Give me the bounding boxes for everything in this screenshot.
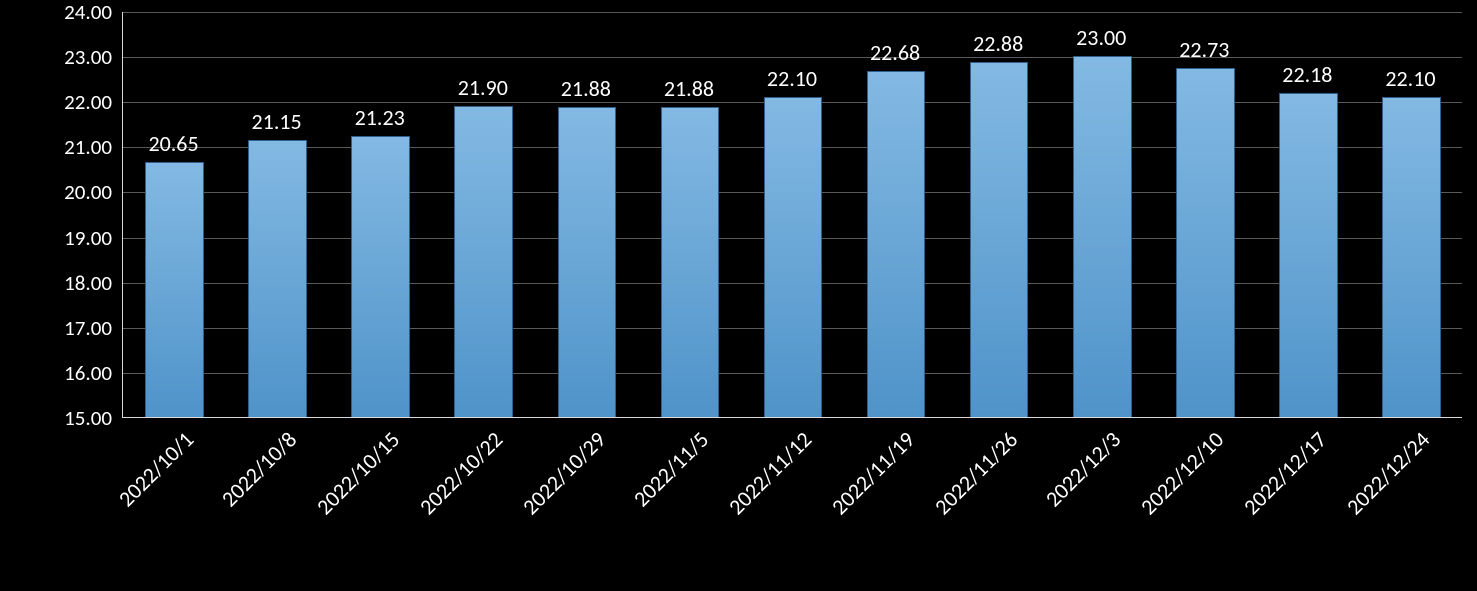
bar — [454, 106, 513, 418]
bar-value-label: 20.65 — [148, 130, 198, 157]
bar — [1073, 56, 1132, 418]
bar-value-label: 22.68 — [870, 39, 920, 66]
x-axis-line — [122, 417, 1462, 418]
bar-value-label: 21.88 — [664, 75, 714, 102]
bar-value-label: 22.10 — [767, 65, 817, 92]
bar — [1382, 97, 1441, 418]
bar — [351, 136, 410, 418]
bar — [970, 62, 1029, 418]
x-tick-label: 2022/12/3 — [1040, 426, 1126, 512]
bar — [764, 97, 823, 418]
y-axis-line — [122, 12, 123, 418]
y-tick-label: 18.00 — [64, 270, 112, 296]
x-tick-label: 2022/10/1 — [112, 426, 198, 512]
y-tick-label: 24.00 — [64, 0, 112, 25]
y-tick-label: 22.00 — [64, 89, 112, 115]
y-tick-label: 19.00 — [64, 225, 112, 251]
x-tick-label: 2022/10/29 — [517, 426, 611, 520]
x-tick-label: 2022/11/19 — [826, 426, 920, 520]
bar-value-label: 21.23 — [355, 104, 405, 131]
bar — [248, 140, 307, 418]
y-tick-label: 21.00 — [64, 134, 112, 160]
x-tick-label: 2022/11/5 — [628, 426, 714, 512]
bar — [867, 71, 926, 418]
bar-value-label: 22.10 — [1385, 65, 1435, 92]
bar — [1176, 68, 1235, 418]
x-tick-label: 2022/12/24 — [1341, 426, 1435, 520]
x-tick-label: 2022/11/12 — [723, 426, 817, 520]
bar — [1279, 93, 1338, 418]
y-tick-label: 17.00 — [64, 315, 112, 341]
x-tick-label: 2022/10/8 — [215, 426, 301, 512]
bar — [145, 162, 204, 418]
bar-value-label: 23.00 — [1076, 24, 1126, 51]
bar-chart: 15.00 16.00 17.00 18.00 19.00 20.00 21.00 22.00… — [0, 0, 1477, 591]
x-tick-label: 2022/11/26 — [929, 426, 1023, 520]
y-tick-label: 23.00 — [64, 44, 112, 70]
plot-area: 20.65 21.15 21.23 21.90 21.88 21.88 22.10 22.68… — [122, 12, 1462, 418]
y-tick-label: 20.00 — [64, 179, 112, 205]
x-tick-label: 2022/12/10 — [1135, 426, 1229, 520]
x-axis-labels: 2022/10/12022/10/82022/10/152022/10/2220… — [122, 426, 1462, 591]
bar-value-label: 22.73 — [1179, 36, 1229, 63]
y-tick-label: 15.00 — [64, 405, 112, 431]
bar-value-label: 22.18 — [1282, 61, 1332, 88]
bar — [558, 107, 617, 418]
bar — [661, 107, 720, 418]
x-tick-label: 2022/10/22 — [414, 426, 508, 520]
y-tick-label: 16.00 — [64, 360, 112, 386]
bar-value-label: 21.88 — [561, 75, 611, 102]
bars: 20.65 21.15 21.23 21.90 21.88 21.88 22.10 22.68… — [122, 12, 1462, 418]
y-axis-labels: 15.0016.0017.0018.0019.0020.0021.0022.00… — [0, 12, 112, 418]
bar-value-label: 22.88 — [973, 30, 1023, 57]
bar-value-label: 21.15 — [252, 108, 302, 135]
x-tick-label: 2022/10/15 — [311, 426, 405, 520]
x-tick-label: 2022/12/17 — [1238, 426, 1332, 520]
bar-value-label: 21.90 — [458, 74, 508, 101]
